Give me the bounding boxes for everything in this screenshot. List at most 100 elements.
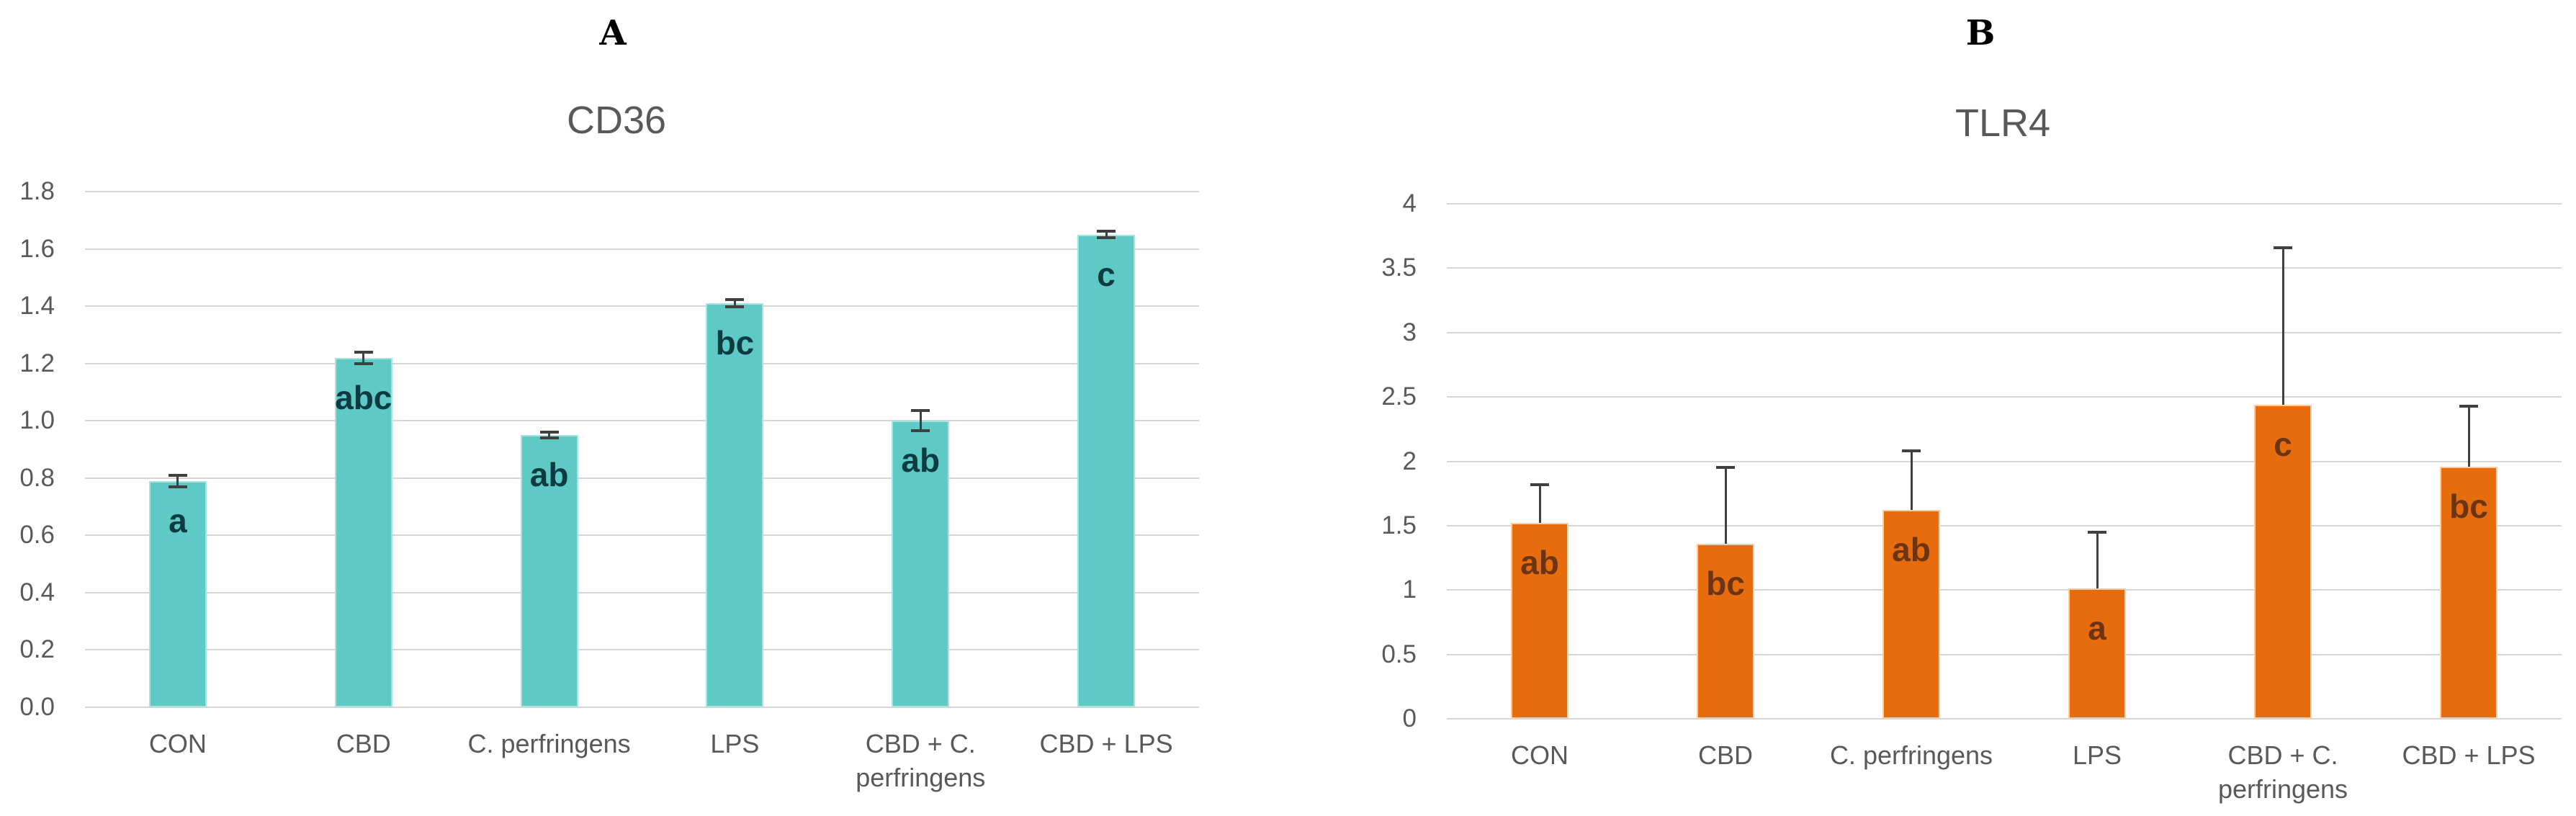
significance-letter: bc <box>2449 487 2488 525</box>
error-bar-line <box>1105 230 1108 238</box>
y-tick-label: 1.8 <box>19 177 55 205</box>
x-tick-label: CBD <box>336 729 391 758</box>
significance-letter: bc <box>715 324 755 362</box>
x-tick-label: C. perfringens <box>1829 740 1993 770</box>
error-bar-cap-top <box>1716 466 1735 470</box>
error-bar-cap-top <box>354 350 373 354</box>
x-tick-label: CBD + C. perfringens <box>856 729 986 792</box>
gridline <box>85 191 1199 192</box>
error-bar-cap-bottom <box>168 485 187 488</box>
error-bar-line <box>919 411 922 431</box>
gridline <box>85 248 1199 250</box>
y-tick-label: 1.4 <box>19 292 55 320</box>
bar <box>2254 404 2312 719</box>
y-tick-label: 0.4 <box>19 578 55 606</box>
error-bar-line <box>548 432 551 439</box>
panel-b-letter: B <box>1965 13 1996 53</box>
gridline <box>85 362 1199 364</box>
y-tick-label: 0.0 <box>19 693 55 721</box>
error-bar-cap-top <box>2459 404 2478 408</box>
error-bar-cap-top <box>1902 449 1921 453</box>
gridline <box>1447 524 2562 526</box>
bar <box>334 357 392 707</box>
x-tick-label: LPS <box>2072 740 2122 770</box>
y-tick-label: 4 <box>1402 189 1417 218</box>
error-bar-line <box>1910 451 1913 511</box>
gridline <box>1447 396 2562 398</box>
x-tick-label: C. perfringens <box>467 729 631 758</box>
y-tick-label: 1.2 <box>19 349 55 377</box>
significance-letter: a <box>169 501 187 539</box>
error-bar-cap-bottom <box>354 362 373 365</box>
error-bar-cap-top <box>2274 246 2292 249</box>
error-bar-cap-top <box>1097 229 1116 233</box>
panel-a-letter: A <box>599 13 627 53</box>
significance-letter: ab <box>1892 531 1931 569</box>
error-bar-cap-top <box>2088 530 2106 534</box>
x-tick-label: CBD + C. perfringens <box>2217 740 2348 804</box>
bar <box>892 421 950 707</box>
significance-letter: ab <box>529 456 569 494</box>
y-tick-label: 0 <box>1402 704 1417 732</box>
gridline <box>85 420 1199 422</box>
error-bar-cap-bottom <box>539 436 559 440</box>
panel-b-chart-title: TLR4 <box>1955 102 2051 145</box>
y-tick-label: 0.6 <box>19 521 55 550</box>
error-bar-line <box>733 300 736 307</box>
error-bar-line <box>1724 467 1727 544</box>
bar <box>2440 466 2498 719</box>
significance-letter: bc <box>1706 564 1745 602</box>
significance-letter: a <box>2088 609 2106 647</box>
error-bar-line <box>2281 247 2284 405</box>
error-bar-cap-top <box>1530 483 1549 486</box>
x-tick-label: CON <box>1511 740 1569 770</box>
y-tick-label: 3.5 <box>1381 254 1417 282</box>
gridline <box>1447 203 2562 205</box>
gridline <box>1447 460 2562 462</box>
y-tick-label: 1.6 <box>19 234 55 263</box>
error-bar-line <box>2096 532 2099 589</box>
gridline <box>85 305 1199 308</box>
y-tick-label: 1.5 <box>1381 511 1417 539</box>
gridline <box>85 534 1199 537</box>
bar <box>1882 510 1940 719</box>
error-bar-line <box>1538 484 1541 524</box>
y-tick-label: 0.8 <box>19 463 55 492</box>
gridline <box>1447 331 2562 333</box>
significance-letter: c <box>1097 255 1116 293</box>
bar <box>148 480 207 707</box>
significance-letter: c <box>2274 425 2292 463</box>
gridline <box>85 591 1199 593</box>
significance-letter: ab <box>1520 544 1559 582</box>
bar <box>1697 543 1754 719</box>
error-bar-line <box>2467 405 2470 467</box>
error-bar-cap-bottom <box>1097 236 1116 240</box>
error-bar-cap-top <box>539 431 559 434</box>
bar <box>1077 234 1136 707</box>
error-bar-line <box>176 475 179 487</box>
error-bar-cap-top <box>168 473 187 477</box>
bar <box>706 303 764 707</box>
gridline <box>85 649 1199 651</box>
panel-a-chart-title: CD36 <box>566 99 667 142</box>
gridline <box>85 707 1199 708</box>
y-tick-label: 1 <box>1402 575 1417 604</box>
y-tick-label: 2 <box>1402 447 1417 475</box>
x-tick-label: LPS <box>710 729 760 758</box>
error-bar-line <box>362 351 365 364</box>
bar <box>2068 588 2126 719</box>
significance-letter: abc <box>335 378 392 416</box>
error-bar-cap-top <box>911 409 930 413</box>
x-tick-label: CBD + LPS <box>1039 729 1173 758</box>
gridline <box>1447 718 2562 719</box>
error-bar-cap-bottom <box>725 305 745 308</box>
gridline <box>1447 589 2562 591</box>
gridline <box>85 477 1199 479</box>
gridline <box>1447 267 2562 269</box>
y-tick-label: 0.2 <box>19 635 55 664</box>
significance-letter: ab <box>901 441 941 480</box>
error-bar-cap-bottom <box>911 429 930 433</box>
x-tick-label: CBD <box>1697 740 1753 770</box>
